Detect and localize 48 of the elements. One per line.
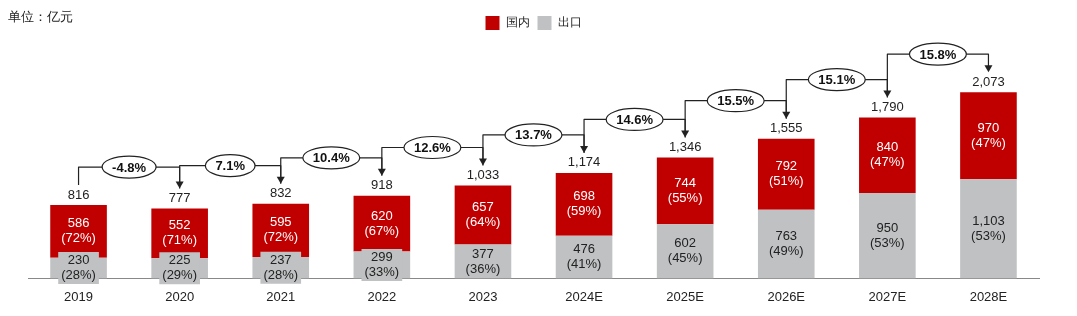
data-label: 744 (55%) — [667, 174, 703, 205]
x-tick-label: 2028E — [969, 288, 1008, 304]
total-label: 2,073 — [972, 73, 1005, 89]
data-label: 970 (47%) — [971, 119, 1006, 150]
text: 15.8% — [919, 46, 957, 62]
x-tick-label: 2019 — [64, 288, 94, 304]
annotation: -4.8% — [112, 159, 147, 175]
total-label: 918 — [371, 177, 393, 193]
data-label: 552 (71%) — [162, 217, 197, 248]
x-tick-label: 2025E — [666, 288, 705, 304]
total-label: 777 — [168, 190, 191, 206]
total-label: 1,555 — [769, 120, 803, 136]
total-label: 832 — [269, 185, 292, 201]
text: 15.1% — [818, 72, 856, 88]
annotation: 7.1% — [215, 158, 246, 174]
data-label: 840 (47%) — [870, 139, 905, 170]
legend-label: 国内 — [505, 15, 530, 30]
total-label: 1,790 — [871, 99, 904, 115]
x-tick-label: 2020 — [165, 288, 195, 304]
annotation: 13.7% — [515, 127, 553, 143]
x-tick-label: 2022 — [367, 288, 397, 304]
x-tick-label: 2026E — [767, 288, 806, 304]
annotation: 12.6% — [413, 140, 452, 156]
annotation: 10.4% — [312, 150, 351, 166]
data-label: 595 (72%) — [263, 214, 299, 245]
x-tick-label: 2027E — [868, 288, 907, 304]
data-label: 586 (72%) — [61, 215, 96, 246]
data-label: 698 (59%) — [566, 188, 602, 219]
annotation: 14.6% — [616, 112, 654, 128]
data-label: 377 (36%) — [465, 245, 501, 276]
chart-subtitle: 单位：亿元 — [8, 8, 73, 26]
data-label: 763 (49%) — [768, 228, 804, 259]
total-label: 816 — [67, 186, 90, 202]
total-label: 1,174 — [567, 154, 601, 170]
data-label: 602 (45%) — [667, 235, 703, 266]
data-label: 657 (64%) — [465, 199, 501, 230]
data-label: 620 (67%) — [364, 207, 400, 238]
data-label: 476 (41%) — [566, 241, 602, 272]
annotation: 15.5% — [717, 93, 755, 109]
data-label: 1,103 (53%) — [971, 212, 1006, 243]
x-tick-label: 2021 — [266, 288, 296, 304]
x-tick-label: 2024E — [565, 288, 604, 304]
data-label: 792 (51%) — [768, 158, 804, 189]
total-label: 1,346 — [668, 139, 702, 155]
data-label: 950 (53%) — [870, 219, 905, 250]
total-label: 1,033 — [466, 167, 500, 183]
legend-label: 出口 — [557, 15, 582, 30]
x-tick-label: 2023 — [468, 288, 498, 304]
